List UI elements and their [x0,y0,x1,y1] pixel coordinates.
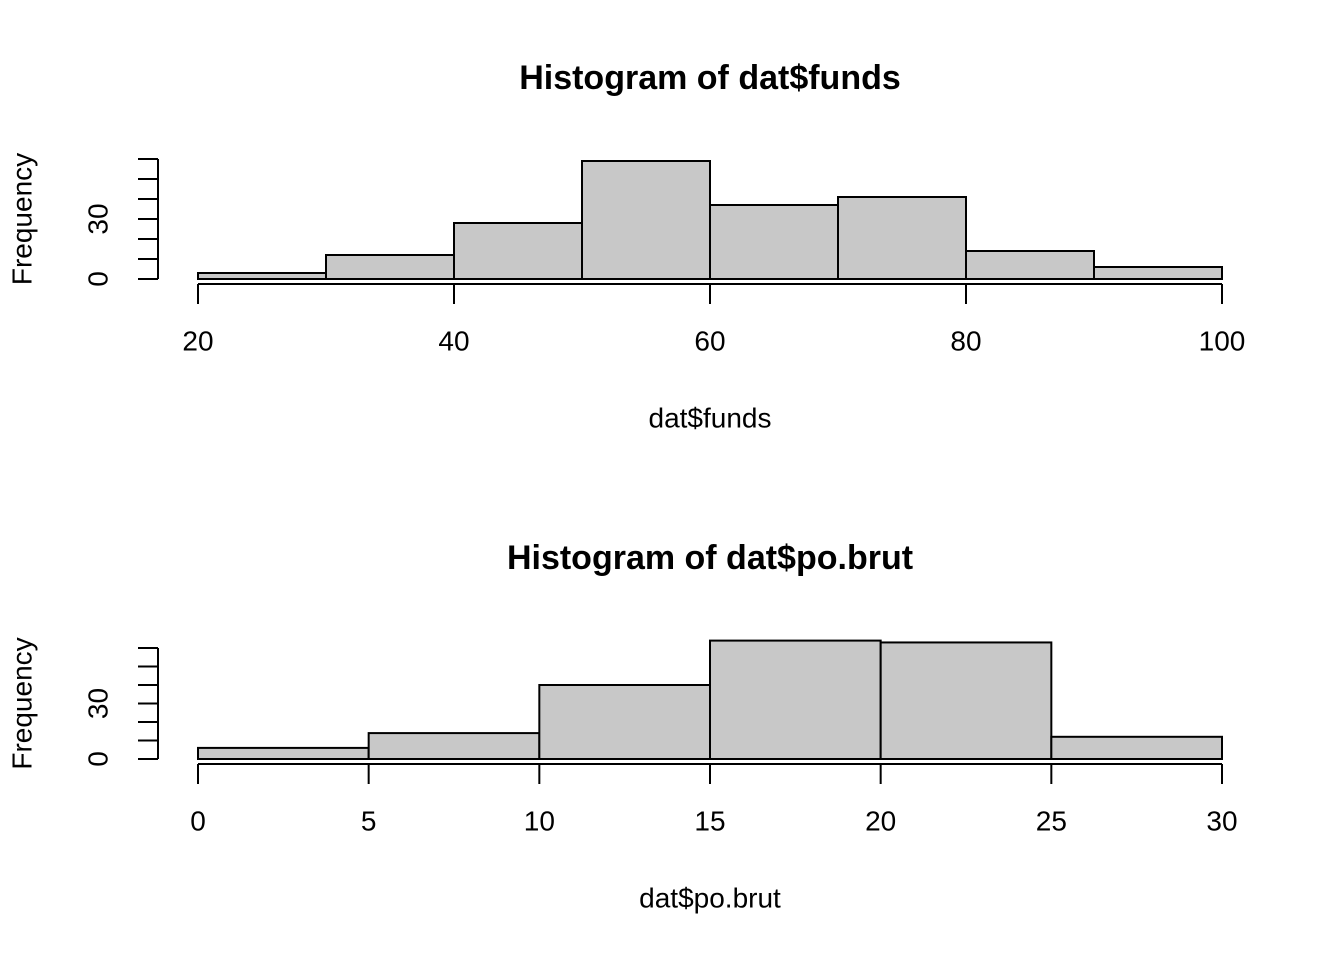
y-tick-label: 0 [82,271,113,287]
y-axis-label: Frequency [6,153,37,285]
x-tick-label: 25 [1036,805,1067,836]
x-axis-label: dat$po.brut [639,882,781,913]
histogram-bar [709,204,839,280]
histogram-bar [1093,266,1223,280]
histogram-bar [325,254,455,280]
y-axis-label: Frequency [6,637,37,769]
x-tick-label: 15 [694,805,725,836]
histogram-bar [879,641,1053,761]
histogram-bar [538,684,711,760]
x-tick-label: 20 [865,805,896,836]
x-tick-label: 10 [524,805,555,836]
x-tick-label: 40 [438,325,469,356]
y-tick-label: 30 [82,688,113,719]
x-tick-label: 30 [1206,805,1237,836]
histogram-bar [197,746,370,761]
histogram-bar [453,222,583,280]
chart-title: Histogram of dat$po.brut [507,539,913,577]
x-tick-label: 0 [190,805,206,836]
x-axis-label: dat$funds [649,402,772,433]
x-tick-label: 5 [361,805,377,836]
histogram-bar [581,160,711,280]
histogram-bar [837,196,967,280]
histogram-bar [965,250,1095,280]
y-tick-label: 30 [82,203,113,234]
histogram-bar [709,639,882,760]
x-tick-label: 100 [1199,325,1246,356]
x-tick-label: 60 [694,325,725,356]
y-tick-label: 0 [82,751,113,767]
histogram-bar [1050,735,1224,760]
x-tick-label: 20 [182,325,213,356]
chart-title: Histogram of dat$funds [519,59,901,97]
x-tick-label: 80 [950,325,981,356]
histogram-bar [367,732,541,760]
histogram-bar [197,272,327,280]
